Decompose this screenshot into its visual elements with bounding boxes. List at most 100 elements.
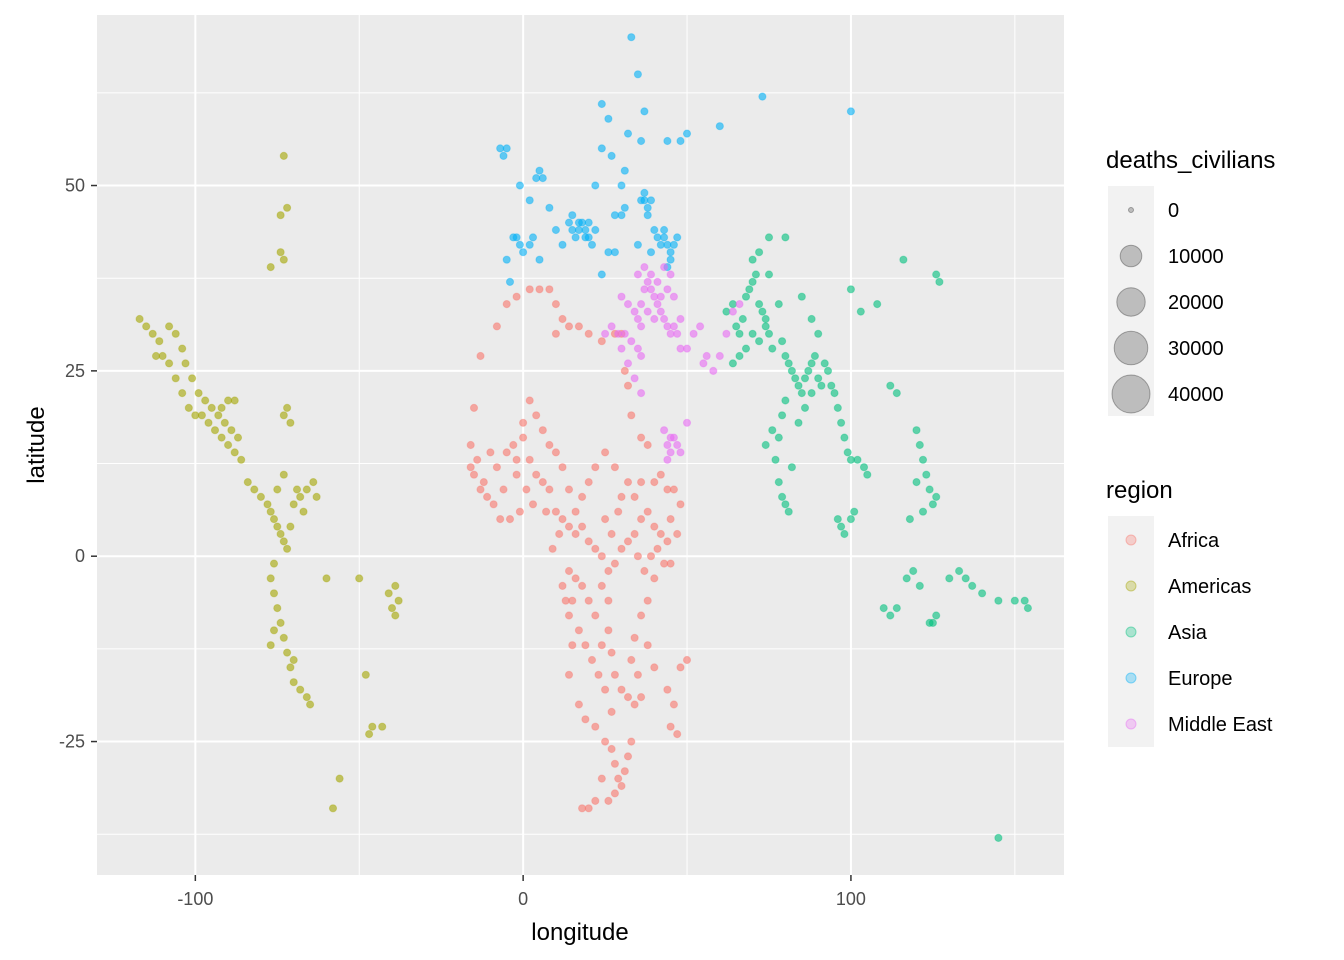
- data-point-africa: [673, 730, 682, 739]
- data-point-africa: [630, 633, 639, 642]
- data-point-europe: [607, 151, 616, 160]
- data-point-americas: [378, 722, 387, 731]
- data-point-asia: [764, 329, 774, 338]
- data-point-middle-east: [722, 329, 731, 338]
- data-point-asia: [771, 455, 780, 464]
- data-point-africa: [571, 574, 580, 583]
- data-point-africa: [597, 641, 606, 650]
- data-point-africa: [561, 596, 570, 605]
- data-point-asia: [932, 611, 941, 620]
- data-point-americas: [220, 418, 229, 427]
- data-point-asia: [774, 300, 783, 309]
- data-point-africa: [532, 411, 541, 420]
- data-point-asia: [797, 292, 806, 301]
- data-point-americas: [237, 455, 246, 464]
- data-point-africa: [623, 537, 633, 546]
- data-point-europe: [505, 277, 515, 286]
- data-point-europe: [525, 240, 534, 249]
- data-point-africa: [673, 529, 682, 539]
- data-point-europe: [666, 248, 675, 257]
- data-point-middle-east: [676, 448, 685, 457]
- data-point-africa: [627, 411, 636, 420]
- data-point-africa: [587, 655, 597, 665]
- data-point-americas: [263, 500, 272, 509]
- data-point-africa: [627, 737, 636, 746]
- data-point-africa: [663, 485, 672, 494]
- data-point-middle-east: [646, 270, 656, 279]
- data-point-africa: [538, 426, 547, 435]
- data-point-europe: [571, 233, 580, 242]
- data-point-middle-east: [728, 307, 738, 316]
- y-tick-label: 25: [65, 361, 85, 381]
- data-point-americas: [233, 433, 243, 442]
- data-point-europe: [532, 174, 541, 183]
- data-point-americas: [207, 403, 216, 412]
- data-point-africa: [637, 693, 646, 702]
- y-tick-label: -25: [59, 732, 85, 752]
- data-point-africa: [666, 515, 675, 524]
- data-point-africa: [610, 789, 620, 798]
- data-point-middle-east: [614, 329, 623, 338]
- data-point-asia: [915, 440, 924, 450]
- data-point-asia: [968, 581, 977, 591]
- data-point-africa: [601, 685, 610, 694]
- data-point-europe: [499, 151, 508, 160]
- data-point-europe: [620, 166, 629, 175]
- data-point-americas: [230, 448, 239, 457]
- data-point-americas: [273, 604, 282, 613]
- data-point-americas: [214, 411, 223, 420]
- data-point-africa: [466, 463, 475, 472]
- data-point-americas: [155, 337, 164, 346]
- data-point-africa: [483, 492, 492, 501]
- data-point-africa: [614, 507, 623, 516]
- data-point-americas: [299, 507, 308, 516]
- data-point-asia: [755, 337, 764, 346]
- data-point-americas: [165, 359, 174, 368]
- data-point-middle-east: [627, 337, 636, 346]
- data-point-africa: [614, 774, 623, 783]
- data-point-africa: [591, 796, 600, 806]
- data-point-americas: [171, 329, 180, 338]
- x-tick-label: 100: [836, 889, 866, 909]
- data-point-africa: [502, 448, 511, 457]
- data-point-europe: [758, 92, 767, 101]
- data-point-middle-east: [646, 285, 656, 294]
- data-point-americas: [269, 515, 279, 524]
- data-point-africa: [486, 448, 495, 457]
- data-point-asia: [732, 322, 741, 331]
- data-point-americas: [365, 730, 374, 739]
- data-point-africa: [512, 470, 521, 479]
- data-point-middle-east: [663, 455, 672, 464]
- data-point-middle-east: [617, 344, 626, 353]
- data-point-africa: [630, 529, 639, 539]
- data-point-africa: [499, 485, 508, 494]
- data-point-middle-east: [637, 300, 646, 309]
- data-point-asia: [745, 285, 754, 294]
- data-point-middle-east: [702, 351, 711, 361]
- data-point-asia: [928, 500, 938, 509]
- data-point-asia: [764, 270, 774, 279]
- data-point-africa: [623, 478, 633, 487]
- data-point-africa: [492, 463, 501, 472]
- data-point-americas: [292, 485, 302, 494]
- data-point-africa: [597, 552, 606, 561]
- data-point-americas: [286, 663, 295, 672]
- data-point-americas: [178, 389, 187, 398]
- data-point-asia: [961, 574, 970, 583]
- data-point-africa: [660, 559, 669, 568]
- data-point-americas: [250, 485, 259, 494]
- data-point-europe: [669, 240, 679, 249]
- data-point-middle-east: [633, 270, 643, 279]
- data-point-asia: [814, 329, 823, 338]
- data-point-europe: [646, 196, 656, 205]
- data-point-americas: [178, 344, 187, 353]
- data-point-asia: [879, 604, 888, 613]
- data-point-asia: [810, 351, 820, 361]
- data-point-americas: [312, 492, 321, 501]
- data-point-asia: [873, 300, 882, 309]
- data-point-europe: [591, 225, 600, 235]
- data-point-asia: [823, 366, 833, 375]
- data-point-europe: [597, 270, 606, 279]
- data-point-americas: [279, 255, 288, 264]
